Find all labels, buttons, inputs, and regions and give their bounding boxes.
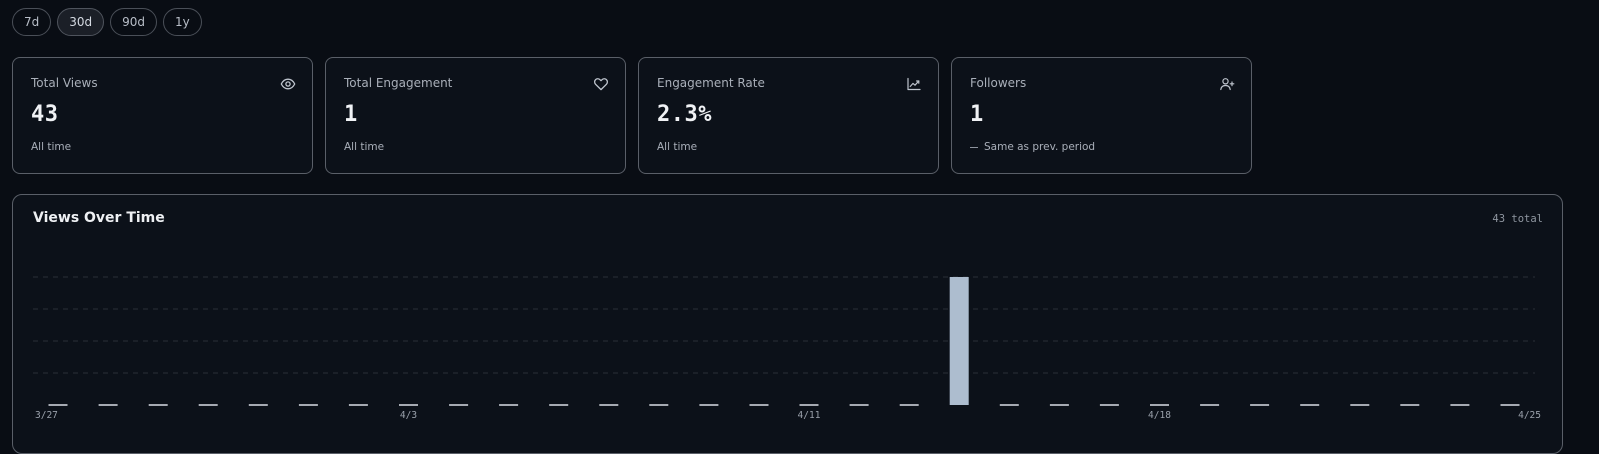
stat-value: 43	[31, 102, 59, 127]
stat-label: Followers	[970, 76, 1027, 90]
range-button-90d[interactable]: 90d	[110, 8, 158, 36]
stat-label: Total Engagement	[344, 76, 453, 90]
stat-label: Total Views	[31, 76, 98, 90]
eye-icon	[280, 76, 296, 92]
user-plus-icon	[1219, 76, 1235, 92]
time-range-selector: 7d 30d 90d 1y	[12, 8, 202, 36]
stat-card-total-engagement: Total Engagement 1 All time	[325, 57, 626, 174]
stat-subtitle: Same as prev. period	[970, 141, 1095, 153]
range-button-1y[interactable]: 1y	[163, 8, 202, 36]
bar-4/14[interactable]	[949, 277, 969, 405]
stat-subtitle: All time	[657, 141, 697, 153]
x-tick-label: 4/11	[798, 410, 821, 421]
stat-value: 2.3%	[657, 102, 712, 127]
neutral-trend-icon	[970, 146, 978, 148]
views-over-time-chart: Views Over Time 43 total 3/27 4/3 4/11 4/18…	[12, 194, 1563, 454]
chart-plot: 3/27 4/3 4/11 4/18 4/25	[33, 276, 1541, 421]
x-tick-label: 3/27	[35, 410, 58, 421]
stat-card-followers: Followers 1 Same as prev. period	[951, 57, 1252, 174]
x-tick-label: 4/18	[1148, 410, 1171, 421]
x-tick-label: 4/25	[1518, 410, 1541, 421]
stat-subtitle-text: All time	[344, 141, 385, 153]
range-button-7d[interactable]: 7d	[12, 8, 52, 36]
stat-card-total-views: Total Views 43 All time	[12, 57, 313, 174]
chart-title: Views Over Time	[33, 210, 165, 226]
stat-value: 1	[970, 102, 984, 127]
stat-subtitle: All time	[31, 141, 71, 153]
trending-up-icon	[906, 76, 922, 92]
stat-label: Engagement Rate	[657, 76, 765, 90]
x-tick-label: 4/3	[400, 410, 417, 421]
stat-subtitle: All time	[344, 141, 384, 153]
stat-subtitle-text: All time	[657, 141, 698, 153]
stat-subtitle-text: Same as prev. period	[984, 141, 1096, 153]
stats-row: Total Views 43 All time Total Engagement…	[12, 57, 1252, 174]
range-button-30d[interactable]: 30d	[57, 8, 105, 36]
heart-icon	[593, 76, 609, 92]
stat-subtitle-text: All time	[31, 141, 72, 153]
stat-card-engagement-rate: Engagement Rate 2.3% All time	[638, 57, 939, 174]
chart-total: 43 total	[1492, 213, 1543, 225]
stat-value: 1	[344, 102, 358, 127]
